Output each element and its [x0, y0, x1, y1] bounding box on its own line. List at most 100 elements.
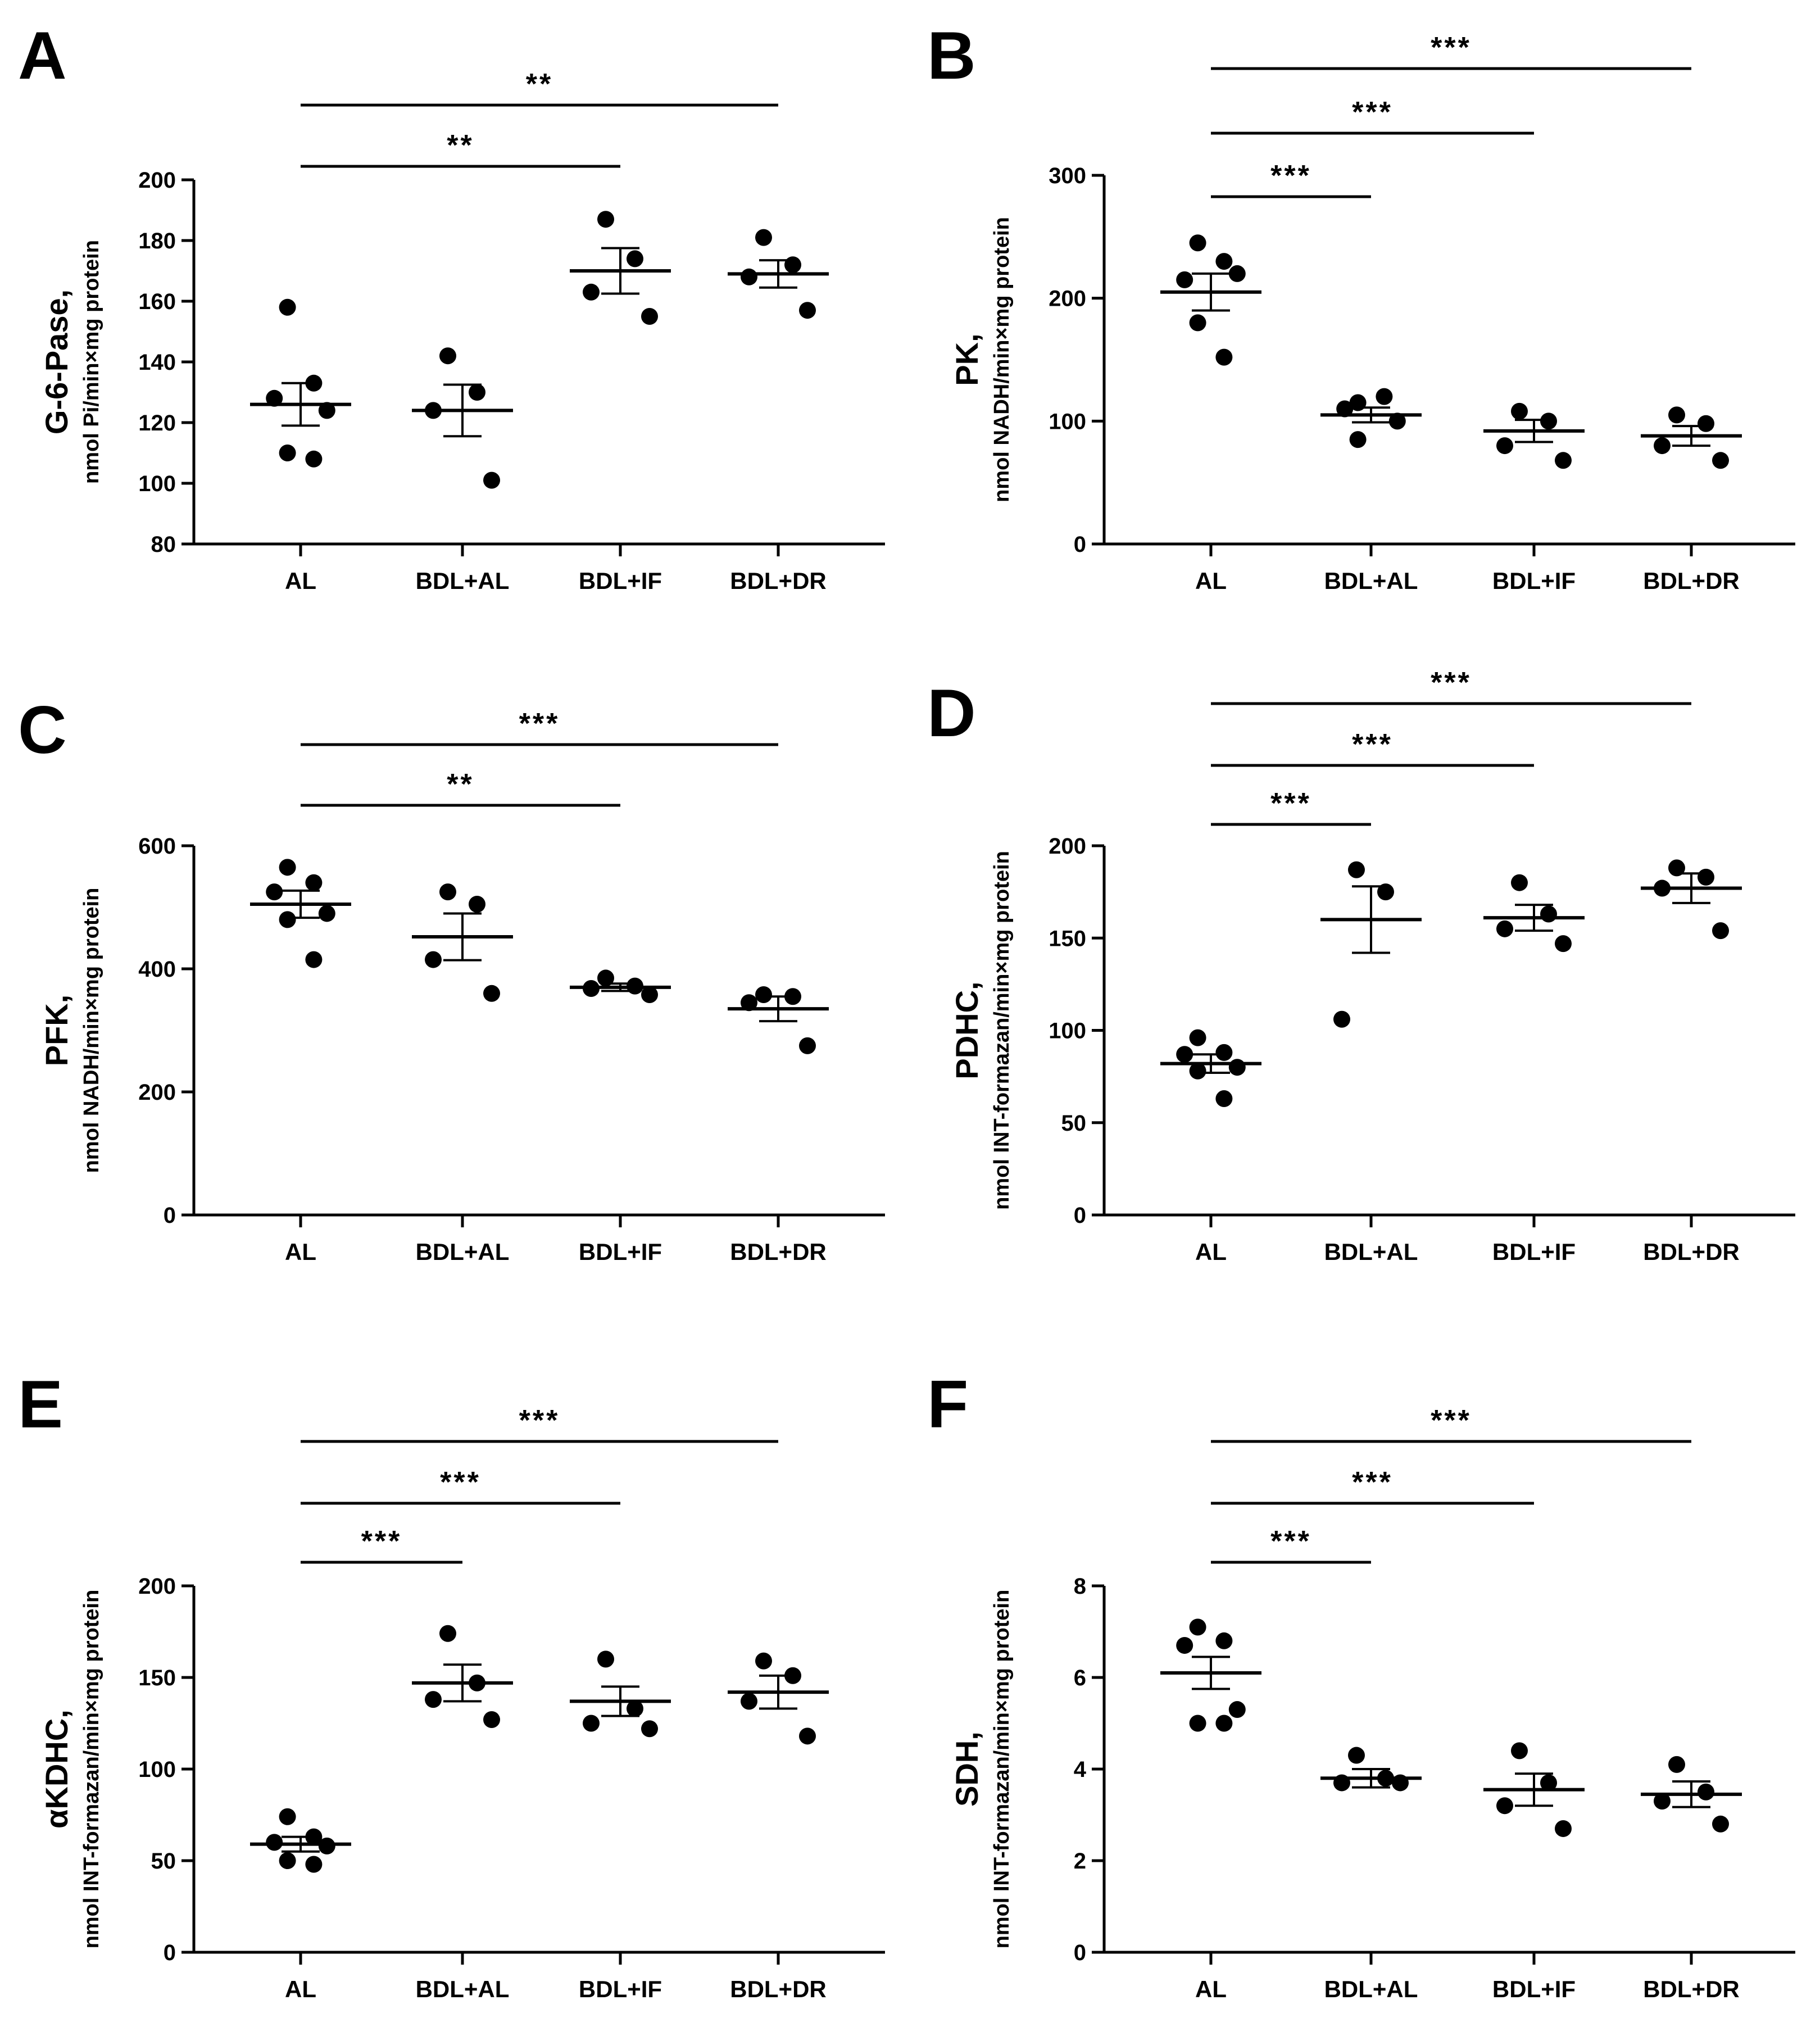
panel-f-data-point — [1540, 1774, 1557, 1792]
panel-d-category-label: BDL+IF — [1492, 1239, 1576, 1265]
panel-b-data-point — [1228, 265, 1246, 282]
panel-f-data-point — [1333, 1774, 1350, 1792]
panel-c-category-label: AL — [285, 1239, 316, 1265]
panel-d-data-point — [1176, 1046, 1193, 1063]
panel-c-significance-label: ** — [447, 768, 474, 801]
panel-d-category-label: BDL+DR — [1643, 1239, 1740, 1265]
panel-f-data-point — [1712, 1815, 1729, 1833]
panel-c-data-point — [279, 859, 296, 876]
panel-a-data-point — [425, 402, 442, 419]
panel-b-ylabel-units: nmol NADH/min×mg protein — [990, 217, 1014, 502]
panel-c-data-point — [483, 985, 500, 1002]
panel-e-data-point — [279, 1852, 296, 1869]
panel-c-data-point — [641, 986, 658, 1003]
panel-a-ytick-label: 100 — [138, 471, 176, 496]
panel-b-data-point — [1215, 253, 1233, 270]
panel-d-category-label: AL — [1195, 1239, 1227, 1265]
panel-d-data-point — [1215, 1044, 1233, 1061]
panel-d-data-point — [1668, 859, 1685, 877]
panel-c-data-point — [305, 951, 323, 968]
panel-d-significance-label: *** — [1270, 787, 1311, 820]
panel-f-data-point — [1392, 1774, 1409, 1792]
panel-c-ylabel-units: nmol NADH/min×mg protein — [80, 888, 103, 1173]
panel-a-data-point — [597, 211, 614, 228]
panel-a-data-point — [266, 389, 283, 407]
panel-d-ytick-label: 0 — [1074, 1203, 1086, 1228]
panel-e-ytick-label: 100 — [138, 1757, 176, 1782]
panel-a-data-point — [469, 384, 485, 401]
panel-f-ytick-label: 0 — [1074, 1940, 1086, 1965]
panel-d-ytick-label: 150 — [1049, 926, 1086, 951]
panel-a-ytick-label: 140 — [138, 350, 176, 375]
panel-c-data-point — [784, 988, 801, 1005]
panel-a-ytick-label: 120 — [138, 411, 176, 436]
panel-c-data-point — [266, 883, 283, 901]
panel-f-significance-label: *** — [1270, 1525, 1311, 1558]
panel-b-ytick-label: 0 — [1074, 532, 1086, 557]
panel-d-data-point — [1333, 1010, 1350, 1028]
panel-d-data-point — [1555, 935, 1572, 953]
panel-b-data-point — [1215, 348, 1233, 366]
panel-a-category-label: BDL+DR — [730, 568, 827, 594]
panel-f-data-point — [1511, 1742, 1528, 1760]
panel-e-data-point — [305, 1856, 323, 1873]
panel-a-data-point — [784, 256, 801, 274]
panel-a-data-point — [627, 250, 643, 267]
panel-d-data-point — [1698, 868, 1714, 886]
panel-f-data-point — [1377, 1770, 1394, 1787]
panel-f-data-point — [1189, 1618, 1206, 1636]
panel-d-data-point — [1511, 874, 1528, 891]
panel-f-data-point — [1348, 1747, 1365, 1764]
panel-c-data-point — [583, 980, 600, 997]
panel-e-data-point — [279, 1808, 296, 1825]
panel-e-data-point — [641, 1720, 658, 1738]
panel-f-ytick-label: 2 — [1074, 1849, 1086, 1874]
panel-d-ytick-label: 100 — [1049, 1019, 1086, 1044]
panel-e-ylabel: αKDHC, — [39, 1709, 74, 1829]
panel-b-data-point — [1189, 234, 1206, 252]
panel-b-data-point — [1654, 437, 1671, 455]
panel-f-ytick-label: 6 — [1074, 1666, 1086, 1690]
panel-b-ytick-label: 200 — [1049, 287, 1086, 311]
panel-c-data-point — [439, 883, 456, 901]
panel-a-significance-label: ** — [526, 68, 553, 101]
panel-c-ytick-label: 600 — [138, 834, 176, 859]
panel-a-data-point — [583, 283, 600, 301]
panel-e-ytick-label: 200 — [138, 1574, 176, 1599]
panel-a-data-point — [305, 374, 323, 392]
panel-d-data-point — [1712, 922, 1729, 940]
panel-a-data-point — [279, 298, 296, 316]
panel-a-ytick-label: 80 — [151, 532, 176, 557]
panel-b-category-label: BDL+IF — [1492, 568, 1576, 594]
panel-e-ytick-label: 150 — [138, 1666, 176, 1690]
panel-b-significance-label: *** — [1431, 31, 1472, 64]
panel-a-data-point — [741, 268, 757, 285]
panel-e-letter: E — [18, 1367, 63, 1442]
panel-f-category-label: AL — [1195, 1976, 1227, 2002]
panel-a-data-point — [799, 302, 816, 319]
panel-d-significance-label: *** — [1352, 728, 1393, 761]
panel-c-data-point — [597, 969, 614, 987]
panel-e-data-point — [784, 1667, 801, 1684]
panel-f-significance-label: *** — [1431, 1404, 1472, 1437]
panel-f-significance-label: *** — [1352, 1466, 1393, 1499]
panel-b-category-label: AL — [1195, 568, 1227, 594]
panel-c-data-point — [318, 905, 335, 922]
panel-b-data-point — [1176, 271, 1193, 288]
panel-f-data-point — [1189, 1715, 1206, 1732]
panel-f-ylabel: SDH, — [949, 1731, 984, 1807]
panel-a-letter: A — [18, 18, 67, 93]
panel-e-data-point — [305, 1828, 323, 1845]
panel-a-data-point — [305, 450, 323, 468]
panel-a-category-label: BDL+IF — [579, 568, 662, 594]
panel-f-data-point — [1228, 1701, 1246, 1718]
panel-d-letter: D — [927, 675, 976, 751]
panel-e-data-point — [318, 1837, 335, 1854]
panel-a-significance-label: ** — [447, 129, 474, 162]
panel-e-data-point — [597, 1650, 614, 1668]
panel-f-data-point — [1176, 1636, 1193, 1654]
panel-e-data-point — [583, 1715, 600, 1732]
panel-b-data-point — [1349, 431, 1367, 448]
panel-b-data-point — [1349, 394, 1367, 411]
